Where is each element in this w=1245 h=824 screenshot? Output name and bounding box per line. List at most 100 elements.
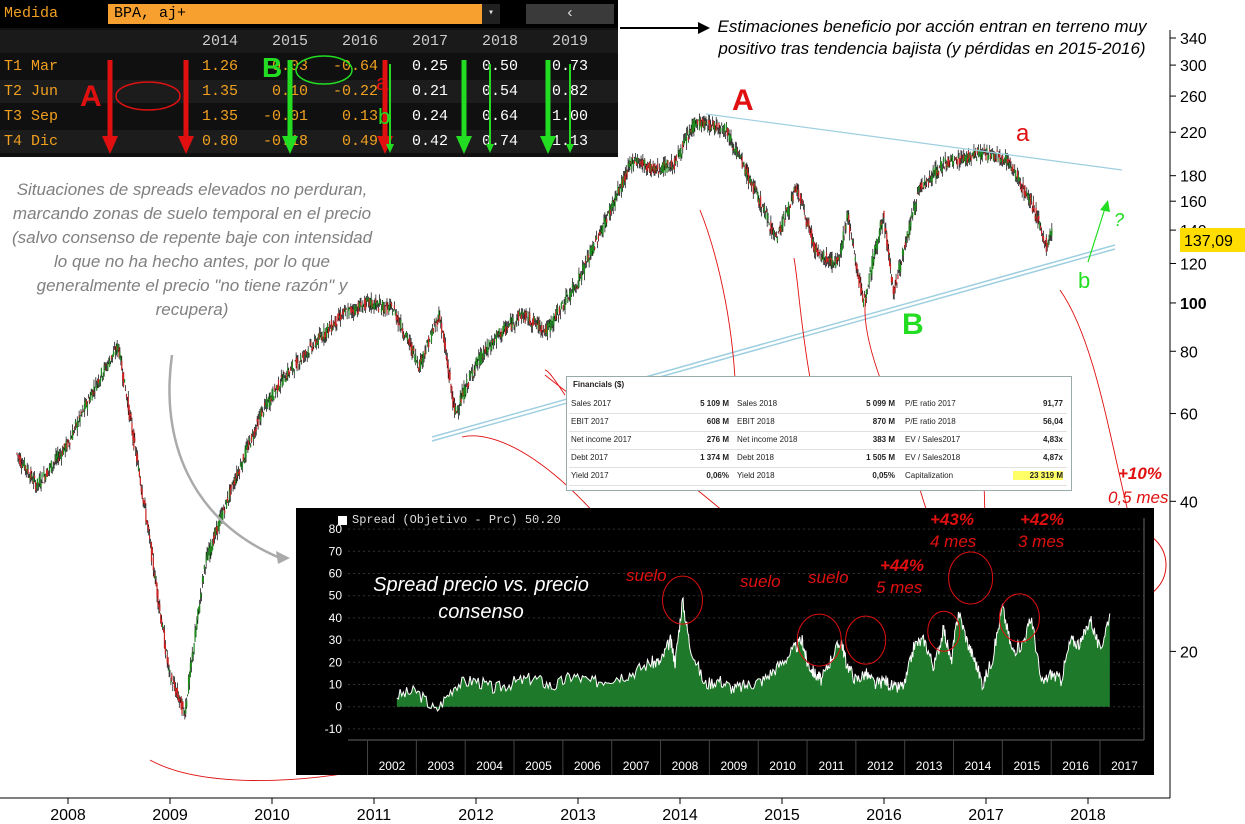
price-candle xyxy=(722,125,724,134)
price-candle xyxy=(238,466,240,477)
price-candle xyxy=(885,222,887,234)
price-candle xyxy=(50,460,52,473)
price-candle xyxy=(296,355,298,372)
price-candle xyxy=(454,398,456,418)
price-candle xyxy=(145,503,147,526)
price-candle xyxy=(225,499,228,509)
price-candle xyxy=(887,239,889,252)
price-candle xyxy=(952,161,955,169)
price-candle xyxy=(105,363,107,372)
price-candle xyxy=(411,342,413,360)
dropdown-icon[interactable]: ▾ xyxy=(482,4,500,24)
price-candle xyxy=(749,175,752,186)
price-candle xyxy=(825,247,828,267)
price-candle xyxy=(673,155,676,174)
price-candle xyxy=(466,373,468,387)
price-candle xyxy=(83,409,85,412)
price-candle xyxy=(98,379,101,388)
price-candle xyxy=(334,315,336,328)
price-candle xyxy=(912,212,914,221)
price-candle xyxy=(934,161,936,176)
price-candle xyxy=(161,622,164,631)
spread-y-label: -10 xyxy=(325,722,343,736)
price-candle xyxy=(630,161,632,167)
price-candle xyxy=(389,298,391,311)
price-candle xyxy=(496,331,498,338)
price-candle xyxy=(213,527,216,544)
price-candle xyxy=(258,411,260,420)
price-candle xyxy=(69,442,71,450)
price-candle xyxy=(861,283,863,296)
measure-select[interactable]: BPA, aj+ xyxy=(108,4,482,24)
x-tick-label: 2009 xyxy=(152,807,188,824)
price-candle xyxy=(417,367,420,372)
bpa-value: -0.01 xyxy=(262,108,308,125)
price-candle xyxy=(34,479,37,493)
price-candle xyxy=(501,331,503,342)
price-candle xyxy=(766,208,768,227)
price-candle xyxy=(101,376,103,382)
price-candle xyxy=(390,298,392,310)
price-candle xyxy=(322,336,324,342)
price-candle xyxy=(38,473,40,487)
price-candle xyxy=(1048,234,1050,245)
gray-arrow-head xyxy=(276,551,290,564)
price-candle xyxy=(327,322,329,334)
price-candle xyxy=(670,160,672,172)
back-button[interactable]: ‹ xyxy=(526,4,614,24)
price-candle xyxy=(652,160,654,174)
bpa-arrows xyxy=(102,55,574,154)
x-tick-label: 2015 xyxy=(764,807,800,824)
price-candle xyxy=(575,283,577,294)
price-candle xyxy=(472,375,474,382)
price-candle xyxy=(614,191,616,211)
price-candle xyxy=(381,299,383,311)
price-candle xyxy=(830,252,832,270)
fin-label: EBIT 2018 xyxy=(737,417,775,426)
fin-value: 4,87x xyxy=(1042,453,1063,462)
price-candle xyxy=(686,126,689,136)
price-candle xyxy=(644,157,646,174)
price-candle xyxy=(925,181,927,190)
price-candle xyxy=(858,274,860,289)
price-candle xyxy=(123,378,126,383)
price-candle xyxy=(787,201,790,220)
price-candle xyxy=(261,405,263,417)
price-candle xyxy=(291,359,293,376)
price-candle xyxy=(1039,221,1041,231)
price-candle xyxy=(375,294,377,310)
price-candle xyxy=(276,384,278,391)
price-candle xyxy=(748,175,751,184)
fin-label: EBIT 2017 xyxy=(571,417,609,426)
price-candle xyxy=(379,298,382,306)
price-candle xyxy=(958,152,960,171)
price-candle xyxy=(797,183,799,200)
price-candle xyxy=(205,551,207,569)
price-candle xyxy=(677,145,679,158)
price-mark-a: a xyxy=(1016,120,1030,147)
price-candle xyxy=(156,582,158,603)
price-candle xyxy=(761,206,763,217)
price-candle xyxy=(289,371,291,378)
price-candle xyxy=(1029,193,1032,209)
price-candle xyxy=(666,159,668,174)
price-candle xyxy=(253,427,255,439)
price-candle xyxy=(302,350,305,363)
price-candle xyxy=(608,203,611,221)
price-candle xyxy=(225,499,227,505)
price-candle xyxy=(92,389,94,398)
price-candle xyxy=(527,317,529,326)
price-candle xyxy=(368,297,370,312)
price-candle xyxy=(555,309,557,322)
price-candle xyxy=(174,682,177,698)
bpa-value: 0.25 xyxy=(411,58,448,75)
price-candle xyxy=(937,164,939,179)
price-candle xyxy=(192,651,194,662)
y-tick-label: 120 xyxy=(1180,256,1207,273)
spread-x-label: 2009 xyxy=(720,759,747,773)
price-candle xyxy=(544,323,547,337)
price-candle xyxy=(863,290,866,298)
bpa-row-label: T4 Dic xyxy=(4,133,59,150)
bpa-trend-arrow xyxy=(282,60,298,154)
price-candle xyxy=(594,246,596,251)
